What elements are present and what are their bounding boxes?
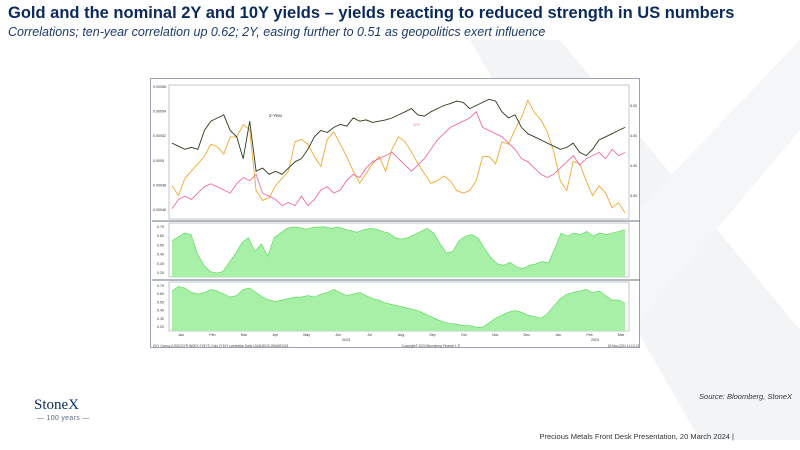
tick-label: 0.60 xyxy=(157,292,164,296)
footer-text: Precious Metals Front Desk Presentation,… xyxy=(539,432,734,441)
logo-name: StoneX xyxy=(34,397,79,413)
bloomberg-chart: 2-Year 10Y 0.00056 0.00054 0.00052 0.0005 0.00… xyxy=(150,78,640,348)
x-tick-label: Feb xyxy=(586,333,592,337)
source-note: Source: Bloomberg, StoneX xyxy=(699,392,792,401)
series-label: 2-Year xyxy=(269,113,283,118)
page-subtitle: Correlations; ten-year correlation up 0.… xyxy=(8,25,546,39)
tick-label: 0.70 xyxy=(157,225,164,229)
tick-label: 0.0005 xyxy=(153,159,164,163)
tick-label: 0.70 xyxy=(157,284,164,288)
x-tick-label: Jul xyxy=(367,333,372,337)
x-tick-label: Jun xyxy=(335,333,341,337)
chart-footer-right: 20-Mar-2024 11:12:13 xyxy=(608,344,640,348)
x-tick-label: Aug xyxy=(398,333,404,337)
corr-10y-line xyxy=(171,286,626,328)
tick-label: 4.50 xyxy=(630,134,637,138)
tick-label: 4.00 xyxy=(630,164,637,168)
series-line-2 xyxy=(171,111,626,209)
chart-svg: 2-Year 10Y 0.00056 0.00054 0.00052 0.0005 0.00… xyxy=(152,84,640,348)
tick-label: 0.00048 xyxy=(153,183,166,187)
series-line-1 xyxy=(171,98,626,175)
corr-2y-area xyxy=(172,226,625,277)
x-tick-label: Oct xyxy=(461,333,467,337)
x-tick-label: Jan xyxy=(178,333,184,337)
tick-label: 0.00056 xyxy=(153,85,166,89)
page-title: Gold and the nominal 2Y and 10Y yields –… xyxy=(8,4,735,22)
x-tick-label: May xyxy=(303,333,310,337)
corr-10y-area xyxy=(172,286,625,331)
tick-label: 5.00 xyxy=(630,104,637,108)
panel-frame-1 xyxy=(168,84,630,220)
x-tick-label: Mar xyxy=(618,333,625,337)
tick-label: 0.00046 xyxy=(153,208,166,212)
logo-years-text: 100 years xyxy=(46,415,80,422)
x-tick-label: Jan xyxy=(555,333,561,337)
x-tick-label: Apr xyxy=(272,333,278,337)
x-tick-label: Sep xyxy=(429,333,435,337)
tick-label: 0.30 xyxy=(157,262,164,266)
tick-label: 0.40 xyxy=(157,309,164,313)
tick-label: 0.30 xyxy=(157,317,164,321)
tick-label: 0.50 xyxy=(157,300,164,304)
tick-label: 0.40 xyxy=(157,253,164,257)
tick-label: 0.20 xyxy=(157,325,164,329)
series-line-0 xyxy=(171,99,626,213)
tick-label: 0.50 xyxy=(157,243,164,247)
tick-label: 0.60 xyxy=(157,234,164,238)
tick-label: 0.00054 xyxy=(153,110,166,114)
logo-years: — 100 years — xyxy=(37,415,90,422)
x-tick-label: Mar xyxy=(241,333,248,337)
x-year-label: 2024 xyxy=(591,338,599,342)
stonex-logo: StoneX — 100 years — xyxy=(34,397,90,422)
x-tick-label: Feb xyxy=(209,333,215,337)
chart-footer-center: Copyright© 2024 Bloomberg Finance L.P. xyxy=(402,344,461,348)
series-label: 10Y xyxy=(413,122,420,127)
chart-footer-left: DXY Curncy (USGG2YR INDEX 2Y5YT) Gold 2Y… xyxy=(153,344,289,348)
tick-label: 0.20 xyxy=(157,271,164,275)
x-tick-label: Dec xyxy=(524,333,531,337)
corr-2y-line xyxy=(171,226,626,274)
x-year-label: 2023 xyxy=(342,338,350,342)
tick-label: 0.00052 xyxy=(153,134,166,138)
x-tick-label: Nov xyxy=(492,333,499,337)
tick-label: 3.50 xyxy=(630,194,637,198)
